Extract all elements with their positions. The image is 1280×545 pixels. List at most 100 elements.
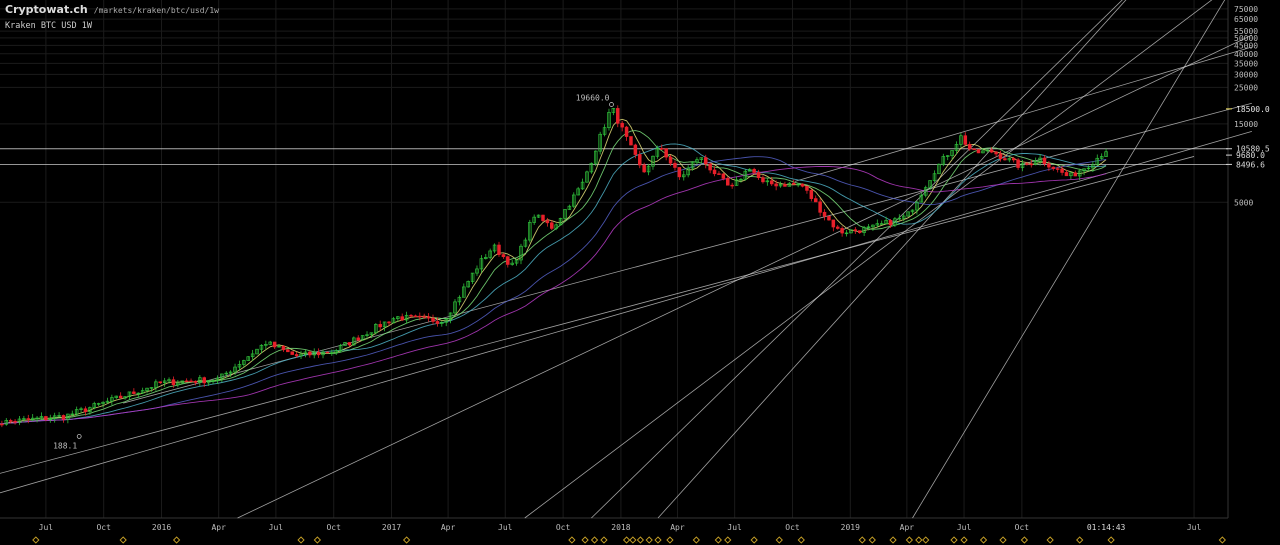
candle-body [941, 156, 946, 165]
y-tick-label: 50000 [1234, 34, 1258, 43]
candle-body [30, 417, 35, 420]
candle-body [105, 400, 110, 403]
candle-body [74, 409, 79, 415]
event-marker [590, 536, 599, 544]
candle-body [668, 156, 673, 164]
candle-body [660, 148, 664, 150]
event-marker [889, 536, 897, 544]
candle-body [888, 220, 893, 226]
x-tick-label: 2016 [152, 523, 171, 532]
event-marker [119, 536, 127, 544]
candle-body [8, 420, 13, 422]
x-tick-label: Oct [96, 523, 111, 532]
x-tick-label: Jul [957, 523, 972, 532]
event-marker [1107, 536, 1115, 544]
x-tick-label: Oct [1015, 523, 1030, 532]
event-marker [1076, 536, 1084, 544]
candle-body [22, 418, 26, 420]
candle-body [967, 144, 972, 150]
candle-body [563, 209, 567, 219]
moving-average-line [0, 143, 1107, 425]
candle-body [514, 259, 519, 264]
candle-body [286, 349, 290, 353]
candle-body [4, 420, 9, 425]
candle-body [835, 226, 840, 229]
event-marker [960, 536, 968, 544]
candle-body [959, 135, 963, 145]
candle-body [963, 135, 968, 145]
candle-body [831, 219, 836, 228]
candle-body [206, 380, 211, 384]
candle-body [444, 319, 448, 323]
candle-body [83, 408, 88, 413]
candle-body [193, 380, 198, 383]
candle-body [1060, 168, 1064, 173]
candle-body [92, 403, 97, 408]
event-markers [32, 536, 1226, 544]
extreme-point-dot [76, 434, 82, 439]
candle-body [484, 256, 488, 260]
candle-body [145, 387, 149, 391]
extreme-point-dot [609, 102, 614, 107]
candle-body [391, 318, 396, 324]
candle-body [1020, 163, 1025, 168]
x-tick-label: Jul [498, 523, 513, 532]
candle-body [17, 418, 22, 423]
y-tick-label: 5000 [1234, 198, 1253, 207]
candle-body [862, 227, 866, 233]
candle-body [510, 262, 514, 265]
event-marker [600, 536, 608, 544]
event-marker [714, 536, 722, 544]
candle-body [919, 194, 924, 203]
candle-body [35, 417, 39, 420]
candle-body [954, 144, 959, 151]
event-marker [868, 536, 876, 544]
candle-body [189, 380, 193, 383]
candle-body [268, 341, 272, 345]
candle-body [897, 217, 902, 220]
candle-body [220, 373, 224, 379]
candle-body [365, 334, 369, 336]
x-tick-label: Jul [39, 523, 54, 532]
candle-body [352, 337, 356, 346]
candle-body [127, 391, 132, 398]
candle-body [624, 126, 629, 137]
candle-body [791, 182, 796, 185]
candle-body [910, 209, 915, 213]
candle-body [690, 161, 695, 169]
event-marker [905, 536, 914, 544]
candle-body [673, 162, 677, 168]
trend-line [912, 0, 1226, 519]
y-tick-label: 65000 [1234, 15, 1258, 24]
trend-line [237, 34, 1253, 519]
candle-body [149, 387, 154, 389]
candle-body [140, 390, 145, 394]
candle-body [413, 315, 418, 318]
candle-body [734, 179, 739, 186]
candle-body [488, 250, 492, 258]
symbol-label: Kraken BTC USD 1W [5, 21, 92, 31]
x-tick-label: 2019 [841, 523, 860, 532]
candle-body [501, 254, 506, 258]
trend-line [524, 0, 1213, 519]
event-marker [622, 536, 631, 544]
candle-body [928, 180, 932, 189]
annotations: 19660.0 188.1 [53, 94, 614, 450]
candle-body [360, 335, 365, 341]
candle-body [712, 169, 717, 175]
candle-body [778, 184, 783, 187]
candle-body [541, 214, 545, 221]
candle-body [356, 337, 360, 341]
extreme-price-label: 188.1 [53, 441, 77, 450]
candle-body [418, 315, 422, 318]
candle-body [875, 223, 880, 226]
site-name[interactable]: Cryptowat.ch [5, 3, 88, 16]
candle-body [704, 157, 708, 165]
candle-body [989, 149, 994, 153]
candle-body [171, 379, 176, 386]
candle-body [695, 159, 699, 163]
candle-body [677, 167, 682, 178]
candle-body [620, 122, 624, 128]
